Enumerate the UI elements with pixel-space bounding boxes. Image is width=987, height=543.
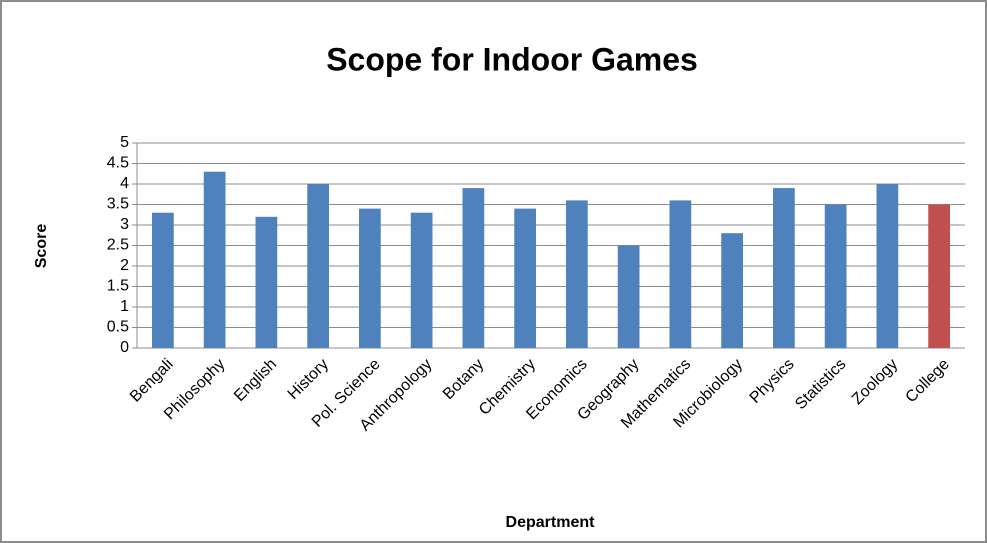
bar bbox=[359, 208, 381, 348]
y-tick-label: 3 bbox=[120, 216, 129, 233]
bar bbox=[566, 200, 588, 348]
bar bbox=[721, 233, 743, 348]
y-axis-label: Score bbox=[33, 224, 50, 269]
bar bbox=[152, 212, 174, 348]
bar bbox=[514, 208, 536, 348]
y-tick-label: 2.5 bbox=[107, 237, 129, 254]
y-tick-label: 0.5 bbox=[107, 319, 129, 336]
y-tick-label: 3.5 bbox=[107, 196, 129, 213]
y-tick-label: 1.5 bbox=[107, 278, 129, 295]
bar bbox=[824, 204, 847, 348]
bar bbox=[203, 171, 226, 348]
bar bbox=[773, 188, 795, 348]
bar bbox=[410, 212, 433, 348]
bar bbox=[876, 184, 899, 348]
y-tick-label: 0 bbox=[120, 339, 129, 356]
bar bbox=[669, 200, 692, 348]
bar bbox=[255, 216, 278, 348]
x-axis-label: Department bbox=[506, 514, 596, 531]
y-tick-label: 1 bbox=[120, 298, 129, 315]
y-tick-label: 4.5 bbox=[107, 155, 129, 172]
bar bbox=[462, 188, 485, 348]
y-tick-label: 2 bbox=[120, 257, 129, 274]
y-tick-label: 5 bbox=[120, 134, 129, 151]
bar bbox=[307, 184, 329, 348]
bar bbox=[617, 245, 640, 348]
chart-title: Scope for Indoor Games bbox=[326, 41, 698, 77]
bar bbox=[928, 204, 950, 348]
y-tick-label: 4 bbox=[120, 175, 129, 192]
